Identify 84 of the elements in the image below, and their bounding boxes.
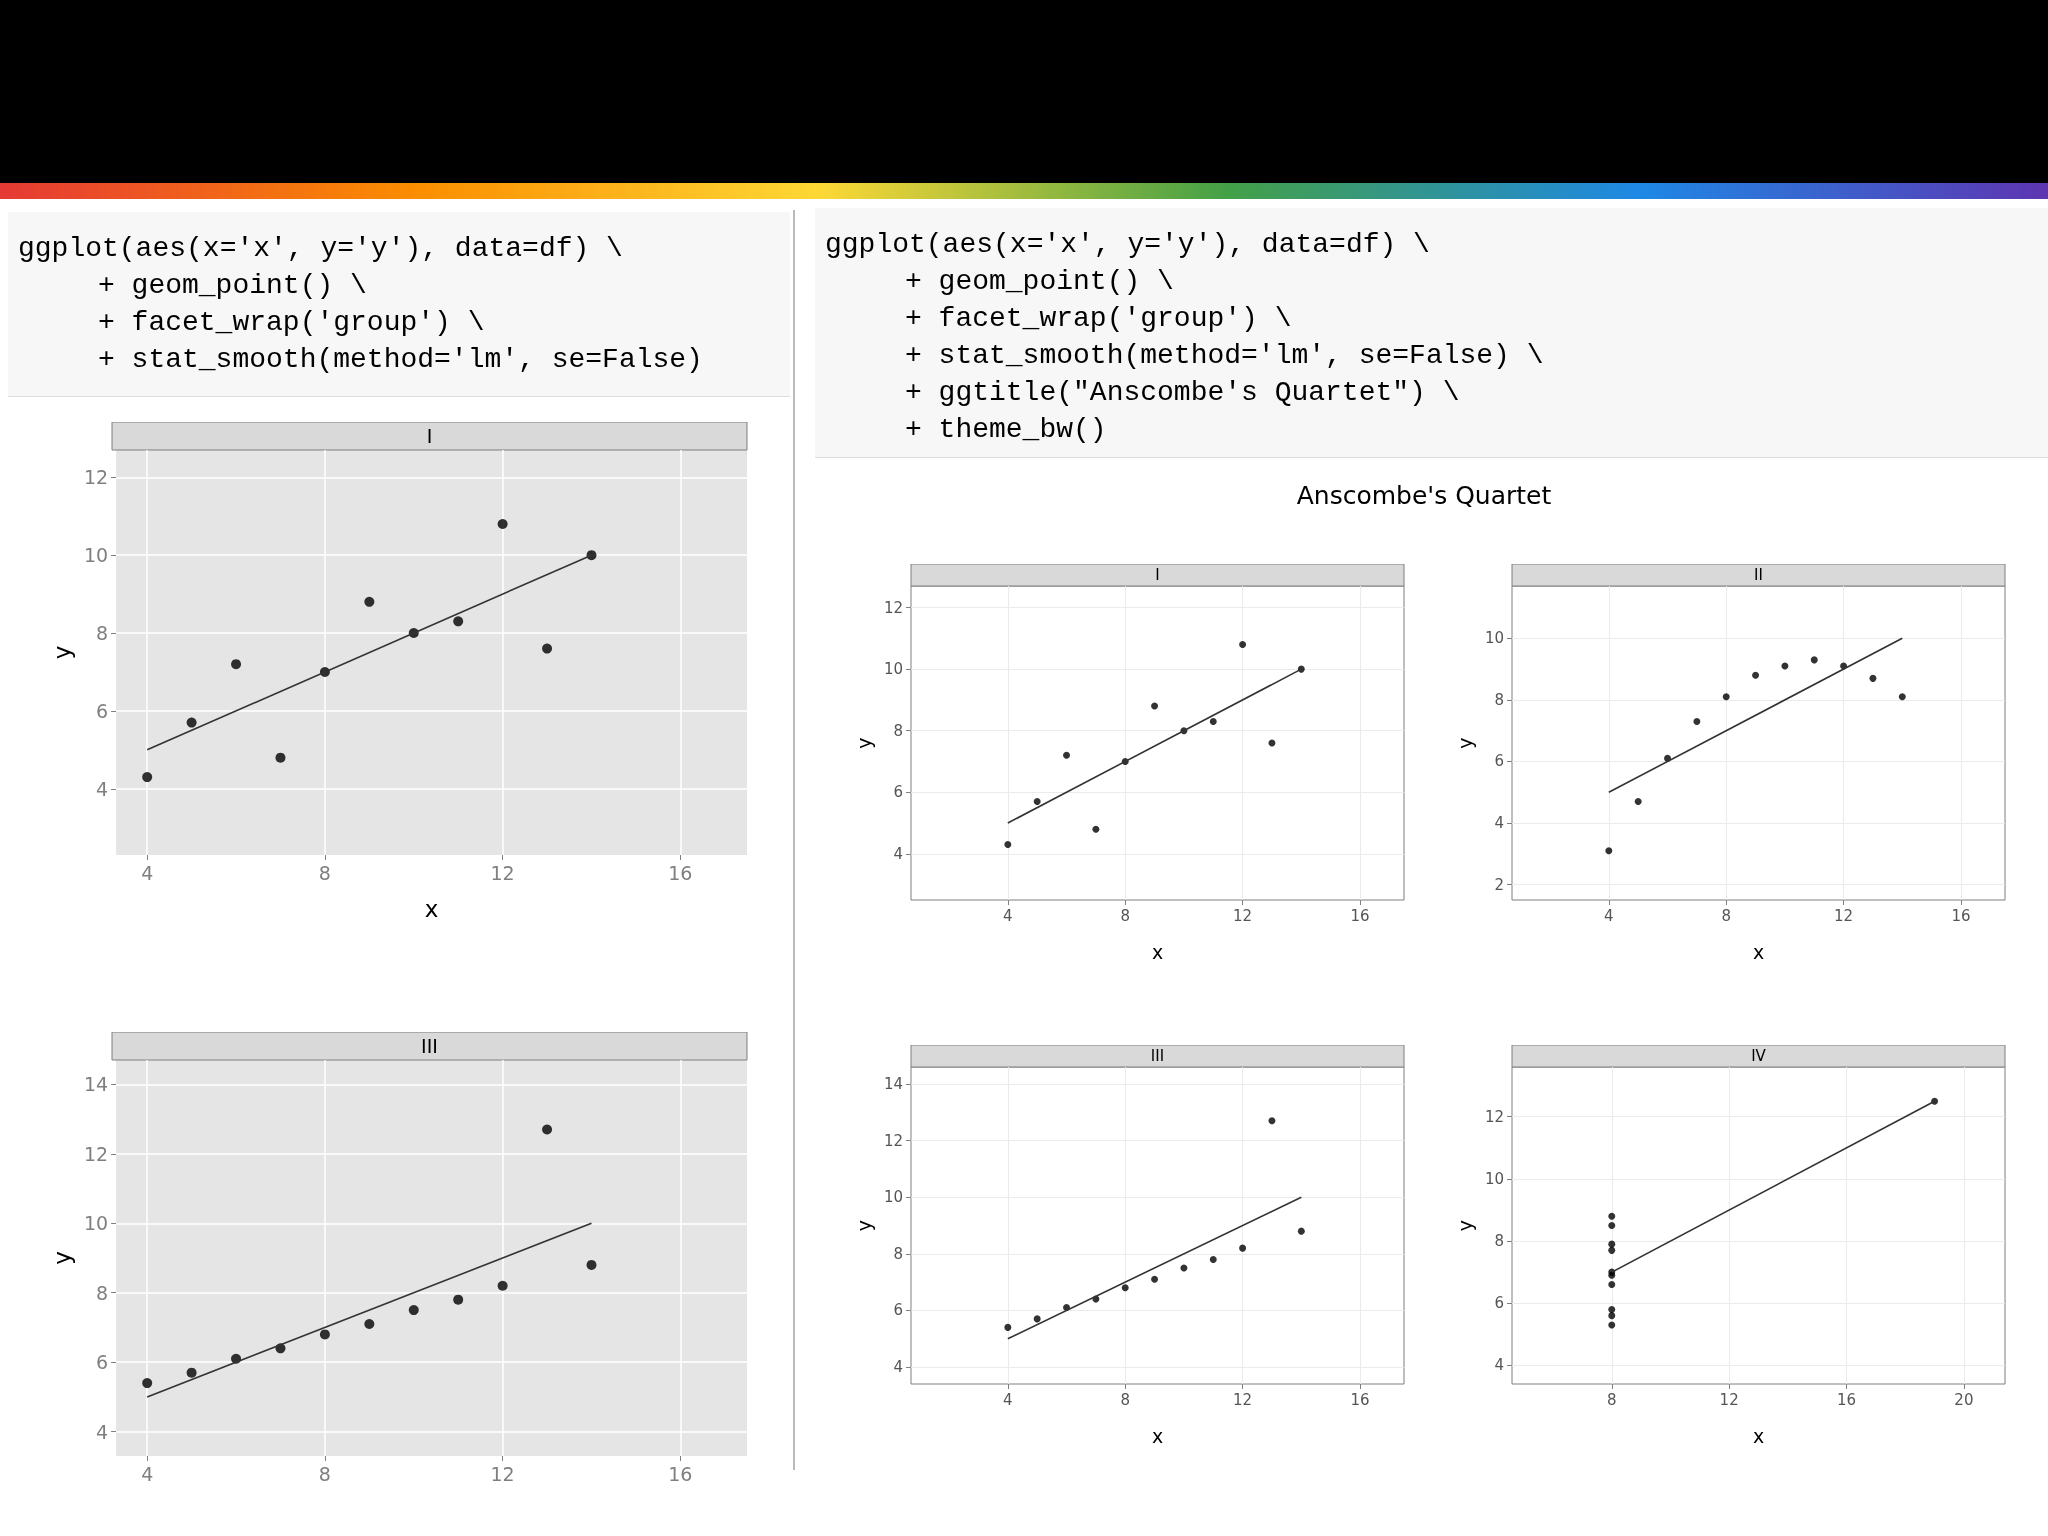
chart-title: IV [1751, 1047, 1767, 1065]
y-tick-label: 8 [95, 622, 109, 645]
y-axis-title: y [48, 645, 75, 660]
x-tick-label: 12 [1233, 1390, 1253, 1409]
text: + stat_smooth(method='lm', se=False) \ [904, 339, 1545, 373]
x-tick-label: 12 [1233, 906, 1253, 925]
x-tick-label: 16 [668, 1462, 693, 1485]
text: + geom_point() \ [97, 269, 368, 303]
x-tick-label: 4 [1003, 1390, 1013, 1409]
y-tick-label: 4 [893, 1358, 903, 1377]
y-tick-label: 8 [1494, 690, 1504, 709]
text: + stat_smooth(method='lm', se=False) [97, 343, 704, 377]
x-tick-label: 4 [141, 861, 154, 884]
x-tick-label: 8 [1607, 1390, 1617, 1409]
text: ggplot(aes(x='x', y='y'), data=df) \ [825, 228, 1431, 262]
y-tick-label: 12 [883, 598, 903, 617]
x-tick-label: 4 [1604, 906, 1614, 925]
x-axis-title: x [424, 895, 439, 922]
text: Anscombe's Quartet [1296, 480, 1552, 510]
y-axis-title: y [1453, 1219, 1476, 1232]
x-tick-label: 12 [1834, 906, 1854, 925]
x-tick-label: 8 [1120, 1390, 1130, 1409]
y-axis-title: y [852, 1219, 875, 1232]
y-tick-label: 10 [1484, 1169, 1504, 1188]
y-tick-label: 14 [883, 1074, 903, 1093]
x-tick-label: 4 [141, 1462, 154, 1485]
y-tick-label: 12 [1484, 1107, 1504, 1126]
y-tick-label: 8 [893, 721, 903, 740]
y-tick-label: 4 [893, 844, 903, 863]
x-tick-label: 12 [490, 861, 515, 884]
x-tick-label: 4 [1003, 906, 1013, 925]
text: + facet_wrap('group') \ [904, 302, 1293, 336]
x-tick-label: 16 [1836, 1390, 1857, 1409]
y-tick-label: 2 [1494, 875, 1504, 894]
chart-title: II [1754, 566, 1763, 584]
text: + ggtitle("Anscombe's Quartet") \ [904, 376, 1461, 410]
y-tick-label: 8 [893, 1244, 903, 1263]
y-tick-label: 6 [1494, 1294, 1504, 1313]
chart-title: I [1155, 566, 1160, 584]
x-tick-label: 20 [1954, 1390, 1974, 1409]
chart-title: I [426, 425, 433, 447]
y-tick-label: 6 [893, 1301, 903, 1320]
x-tick-label: 16 [1350, 906, 1370, 925]
y-tick-label: 4 [1494, 1356, 1504, 1375]
x-tick-label: 12 [490, 1462, 515, 1485]
y-tick-label: 6 [1494, 752, 1504, 771]
text: ggplot(aes(x='x', y='y'), data=df) \ [18, 232, 624, 266]
y-tick-label: 10 [83, 544, 109, 567]
text: + geom_point() \ [904, 265, 1175, 299]
x-axis-title: x [1752, 1424, 1765, 1447]
text: + theme_bw() [904, 413, 1108, 447]
x-tick-label: 16 [668, 861, 693, 884]
x-tick-label: 8 [1120, 906, 1130, 925]
y-tick-label: 10 [83, 1212, 109, 1235]
chart-title: III [1150, 1047, 1165, 1065]
y-axis-title: y [48, 1251, 75, 1265]
y-tick-label: 6 [95, 699, 109, 722]
text: + facet_wrap('group') \ [97, 306, 486, 340]
y-tick-label: 8 [95, 1281, 109, 1304]
x-axis-title: x [1151, 1424, 1164, 1447]
y-axis-title: y [852, 737, 875, 749]
x-axis-title: x [1752, 940, 1765, 963]
y-tick-label: 12 [83, 466, 109, 489]
y-tick-label: 6 [95, 1351, 109, 1374]
y-tick-label: 4 [95, 777, 109, 800]
x-tick-label: 8 [318, 861, 331, 884]
x-tick-label: 16 [1951, 906, 1971, 925]
y-axis-title: y [1453, 737, 1476, 749]
y-tick-label: 10 [1484, 629, 1504, 648]
x-axis-title: x [1151, 940, 1164, 963]
y-tick-label: 12 [83, 1142, 109, 1165]
x-tick-label: 16 [1350, 1390, 1370, 1409]
x-tick-label: 8 [1721, 906, 1731, 925]
y-tick-label: 6 [893, 783, 903, 802]
x-tick-label: 8 [318, 1462, 331, 1485]
chart-title: III [421, 1035, 438, 1057]
y-tick-label: 4 [95, 1420, 109, 1443]
y-tick-label: 8 [1494, 1232, 1504, 1251]
y-tick-label: 10 [883, 1188, 903, 1207]
x-tick-label: 12 [1719, 1390, 1739, 1409]
y-tick-label: 4 [1494, 814, 1504, 833]
y-tick-label: 14 [83, 1073, 109, 1096]
y-tick-label: 10 [883, 660, 903, 679]
y-tick-label: 12 [883, 1131, 903, 1150]
